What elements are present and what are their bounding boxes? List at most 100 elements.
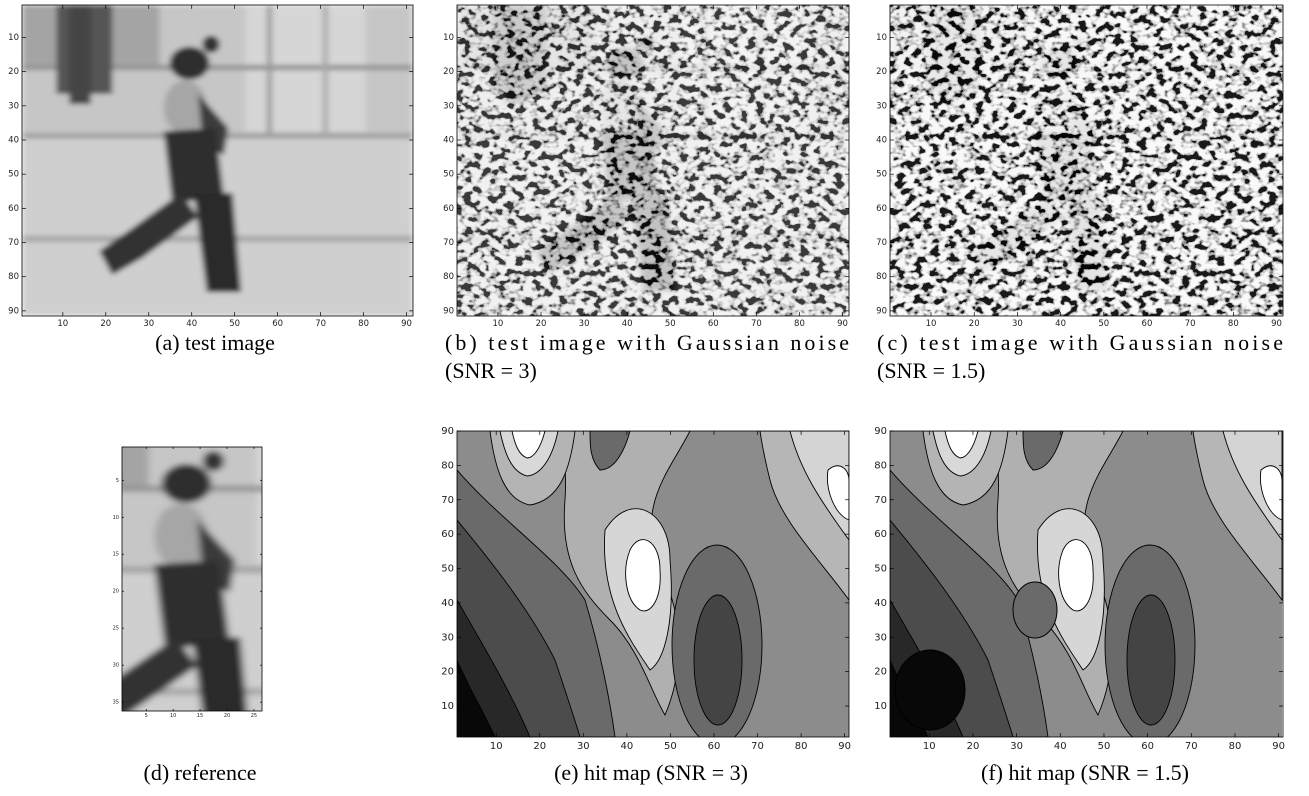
y-tick-label: 20 bbox=[113, 589, 119, 595]
x-tick-label: 50 bbox=[1098, 319, 1109, 329]
x-tick-label: 80 bbox=[1228, 319, 1239, 329]
y-tick-label: 10 bbox=[113, 515, 119, 521]
x-tick-label: 20 bbox=[536, 319, 547, 329]
y-tick-label: 5 bbox=[116, 478, 119, 484]
y-tick-label: 20 bbox=[876, 67, 887, 77]
x-tick-label: 60 bbox=[708, 741, 721, 752]
x-tick-label: 30 bbox=[1010, 741, 1023, 752]
x-tick-label: 90 bbox=[1272, 741, 1285, 752]
x-tick-label: 20 bbox=[224, 713, 230, 719]
y-tick-label: 60 bbox=[8, 204, 19, 214]
x-tick-label: 80 bbox=[358, 319, 369, 329]
x-tick-label: 10 bbox=[493, 319, 504, 329]
y-tick-label: 50 bbox=[441, 564, 454, 575]
x-tick-label: 10 bbox=[926, 319, 937, 329]
x-tick-label: 40 bbox=[1054, 741, 1067, 752]
x-tick-label: 60 bbox=[272, 319, 283, 329]
x-tick-label: 40 bbox=[186, 319, 197, 329]
x-tick-label: 20 bbox=[533, 741, 546, 752]
y-tick-label: 50 bbox=[874, 564, 887, 575]
caption: (d) reference bbox=[144, 760, 257, 785]
y-tick-label: 60 bbox=[443, 204, 454, 214]
x-tick-label: 70 bbox=[1185, 741, 1198, 752]
y-tick-label: 25 bbox=[113, 626, 119, 632]
x-tick-label: 40 bbox=[622, 319, 633, 329]
y-tick-label: 80 bbox=[8, 272, 19, 282]
y-tick-label: 50 bbox=[876, 170, 887, 180]
y-tick-label: 10 bbox=[441, 701, 454, 712]
y-tick-label: 20 bbox=[443, 67, 454, 77]
caption: (a) test image bbox=[155, 330, 275, 355]
y-tick-label: 70 bbox=[441, 495, 454, 506]
y-tick-label: 60 bbox=[441, 529, 454, 540]
contour-region bbox=[1013, 582, 1057, 638]
y-tick-label: 40 bbox=[876, 135, 887, 145]
panel-a-image bbox=[22, 5, 413, 316]
x-tick-label: 90 bbox=[1271, 319, 1282, 329]
x-tick-label: 30 bbox=[1012, 319, 1023, 329]
y-tick-label: 40 bbox=[441, 598, 454, 609]
y-tick-label: 70 bbox=[874, 495, 887, 506]
y-tick-label: 60 bbox=[874, 529, 887, 540]
x-tick-label: 10 bbox=[490, 741, 503, 752]
x-tick-label: 80 bbox=[794, 319, 805, 329]
caption: (b) test image with Gaussian noise bbox=[445, 330, 849, 355]
x-tick-label: 60 bbox=[1141, 741, 1154, 752]
x-tick-label: 25 bbox=[251, 713, 257, 719]
x-tick-label: 20 bbox=[100, 319, 111, 329]
caption: (SNR = 1.5) bbox=[877, 358, 985, 383]
y-tick-label: 10 bbox=[8, 33, 19, 43]
y-tick-label: 10 bbox=[874, 701, 887, 712]
x-tick-label: 30 bbox=[577, 741, 590, 752]
x-tick-label: 70 bbox=[315, 319, 326, 329]
y-tick-label: 20 bbox=[8, 67, 19, 77]
x-tick-label: 50 bbox=[664, 741, 677, 752]
x-tick-label: 50 bbox=[1098, 741, 1111, 752]
y-tick-label: 30 bbox=[443, 101, 454, 111]
x-tick-label: 80 bbox=[1229, 741, 1242, 752]
x-tick-label: 90 bbox=[401, 319, 412, 329]
y-tick-label: 30 bbox=[441, 632, 454, 643]
panel-e-contour bbox=[457, 431, 849, 745]
x-tick-label: 30 bbox=[579, 319, 590, 329]
panel-c-image bbox=[890, 5, 1283, 316]
y-tick-label: 80 bbox=[876, 272, 887, 282]
page: {"panels": [ {"kind": "image", "caption"… bbox=[0, 0, 1309, 796]
panel-b-image bbox=[457, 5, 849, 316]
y-tick-label: 10 bbox=[876, 33, 887, 43]
y-tick-label: 10 bbox=[443, 33, 454, 43]
y-tick-label: 90 bbox=[441, 426, 454, 437]
y-tick-label: 20 bbox=[441, 667, 454, 678]
x-tick-label: 50 bbox=[665, 319, 676, 329]
x-tick-label: 10 bbox=[170, 713, 176, 719]
y-tick-label: 50 bbox=[8, 170, 19, 180]
y-tick-label: 35 bbox=[113, 700, 119, 706]
y-tick-label: 30 bbox=[8, 101, 19, 111]
y-tick-label: 15 bbox=[113, 552, 119, 558]
x-tick-label: 70 bbox=[751, 741, 764, 752]
x-tick-label: 10 bbox=[923, 741, 936, 752]
y-tick-label: 40 bbox=[443, 135, 454, 145]
x-tick-label: 20 bbox=[969, 319, 980, 329]
x-tick-label: 90 bbox=[837, 319, 848, 329]
x-tick-label: 40 bbox=[1055, 319, 1066, 329]
y-tick-label: 30 bbox=[876, 101, 887, 111]
caption: (c) test image with Gaussian noise bbox=[877, 330, 1283, 355]
panel-d-image bbox=[0, 415, 466, 784]
y-tick-label: 50 bbox=[443, 170, 454, 180]
x-tick-label: 5 bbox=[145, 713, 148, 719]
x-tick-label: 30 bbox=[143, 319, 154, 329]
x-tick-label: 70 bbox=[1185, 319, 1196, 329]
y-tick-label: 60 bbox=[876, 204, 887, 214]
caption: (f) hit map (SNR = 1.5) bbox=[981, 760, 1189, 785]
caption: (SNR = 3) bbox=[445, 358, 537, 383]
x-tick-label: 40 bbox=[620, 741, 633, 752]
caption: (e) hit map (SNR = 3) bbox=[554, 760, 748, 785]
x-tick-label: 60 bbox=[1142, 319, 1153, 329]
x-tick-label: 10 bbox=[57, 319, 68, 329]
x-tick-label: 90 bbox=[838, 741, 851, 752]
y-tick-label: 90 bbox=[443, 306, 454, 316]
y-tick-label: 30 bbox=[874, 632, 887, 643]
x-tick-label: 20 bbox=[967, 741, 980, 752]
y-tick-label: 90 bbox=[874, 426, 887, 437]
